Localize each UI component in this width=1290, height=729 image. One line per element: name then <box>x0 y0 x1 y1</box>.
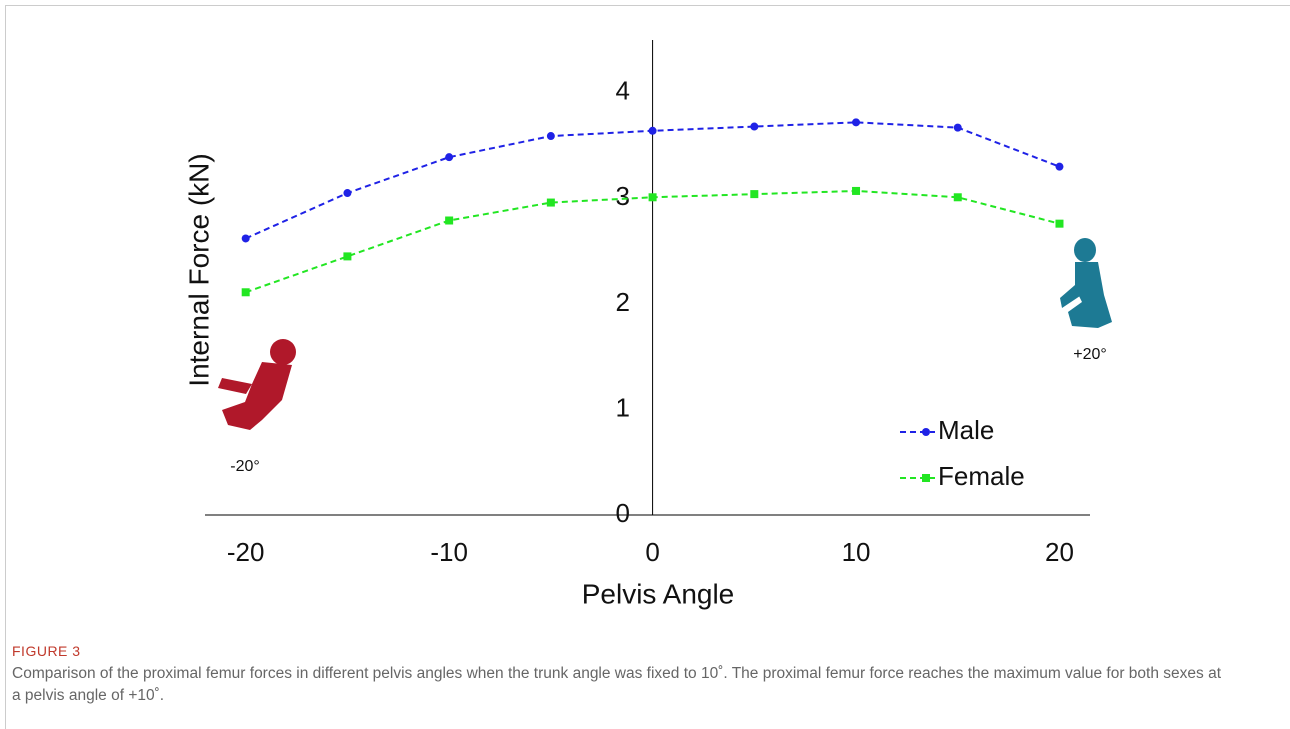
data-point <box>750 123 758 131</box>
data-point <box>445 217 453 225</box>
x-tick-label: -20 <box>227 537 265 567</box>
figure-illustration <box>1060 238 1112 328</box>
figure-illustration <box>218 339 296 430</box>
annotation: -20° <box>230 458 260 475</box>
x-tick-label: 20 <box>1045 537 1074 567</box>
data-point <box>547 132 555 140</box>
data-point <box>852 118 860 126</box>
legend-marker <box>922 474 930 482</box>
page: +20° -20° Pelvis Angle Internal Force (k… <box>0 0 1290 729</box>
y-tick-label: 0 <box>616 498 630 528</box>
chart: +20° -20° Pelvis Angle Internal Force (k… <box>0 0 1290 640</box>
data-point <box>649 193 657 201</box>
y-tick-label: 2 <box>616 287 630 317</box>
data-point <box>343 189 351 197</box>
x-tick-label: 10 <box>842 537 871 567</box>
data-point <box>1055 220 1063 228</box>
figure-label: FIGURE 3 <box>12 643 81 659</box>
data-point <box>852 187 860 195</box>
data-point <box>547 199 555 207</box>
legend-marker <box>922 428 930 436</box>
x-tick-label: 0 <box>645 537 659 567</box>
data-point <box>954 193 962 201</box>
annotation: +20° <box>1073 346 1107 363</box>
data-point <box>1055 163 1063 171</box>
data-point <box>343 252 351 260</box>
data-point <box>954 124 962 132</box>
legend-label: Male <box>938 415 994 445</box>
data-point <box>445 153 453 161</box>
x-axis-label: Pelvis Angle <box>582 578 735 609</box>
data-point <box>242 288 250 296</box>
y-tick-label: 4 <box>616 76 630 106</box>
legend-label: Female <box>938 461 1025 491</box>
data-point <box>649 127 657 135</box>
data-point <box>242 234 250 242</box>
y-tick-label: 1 <box>616 392 630 422</box>
y-axis-label: Internal Force (kN) <box>183 153 214 386</box>
x-tick-label: -10 <box>430 537 468 567</box>
data-point <box>750 190 758 198</box>
y-tick-label: 3 <box>616 181 630 211</box>
figure-caption: Comparison of the proximal femur forces … <box>12 663 1227 707</box>
